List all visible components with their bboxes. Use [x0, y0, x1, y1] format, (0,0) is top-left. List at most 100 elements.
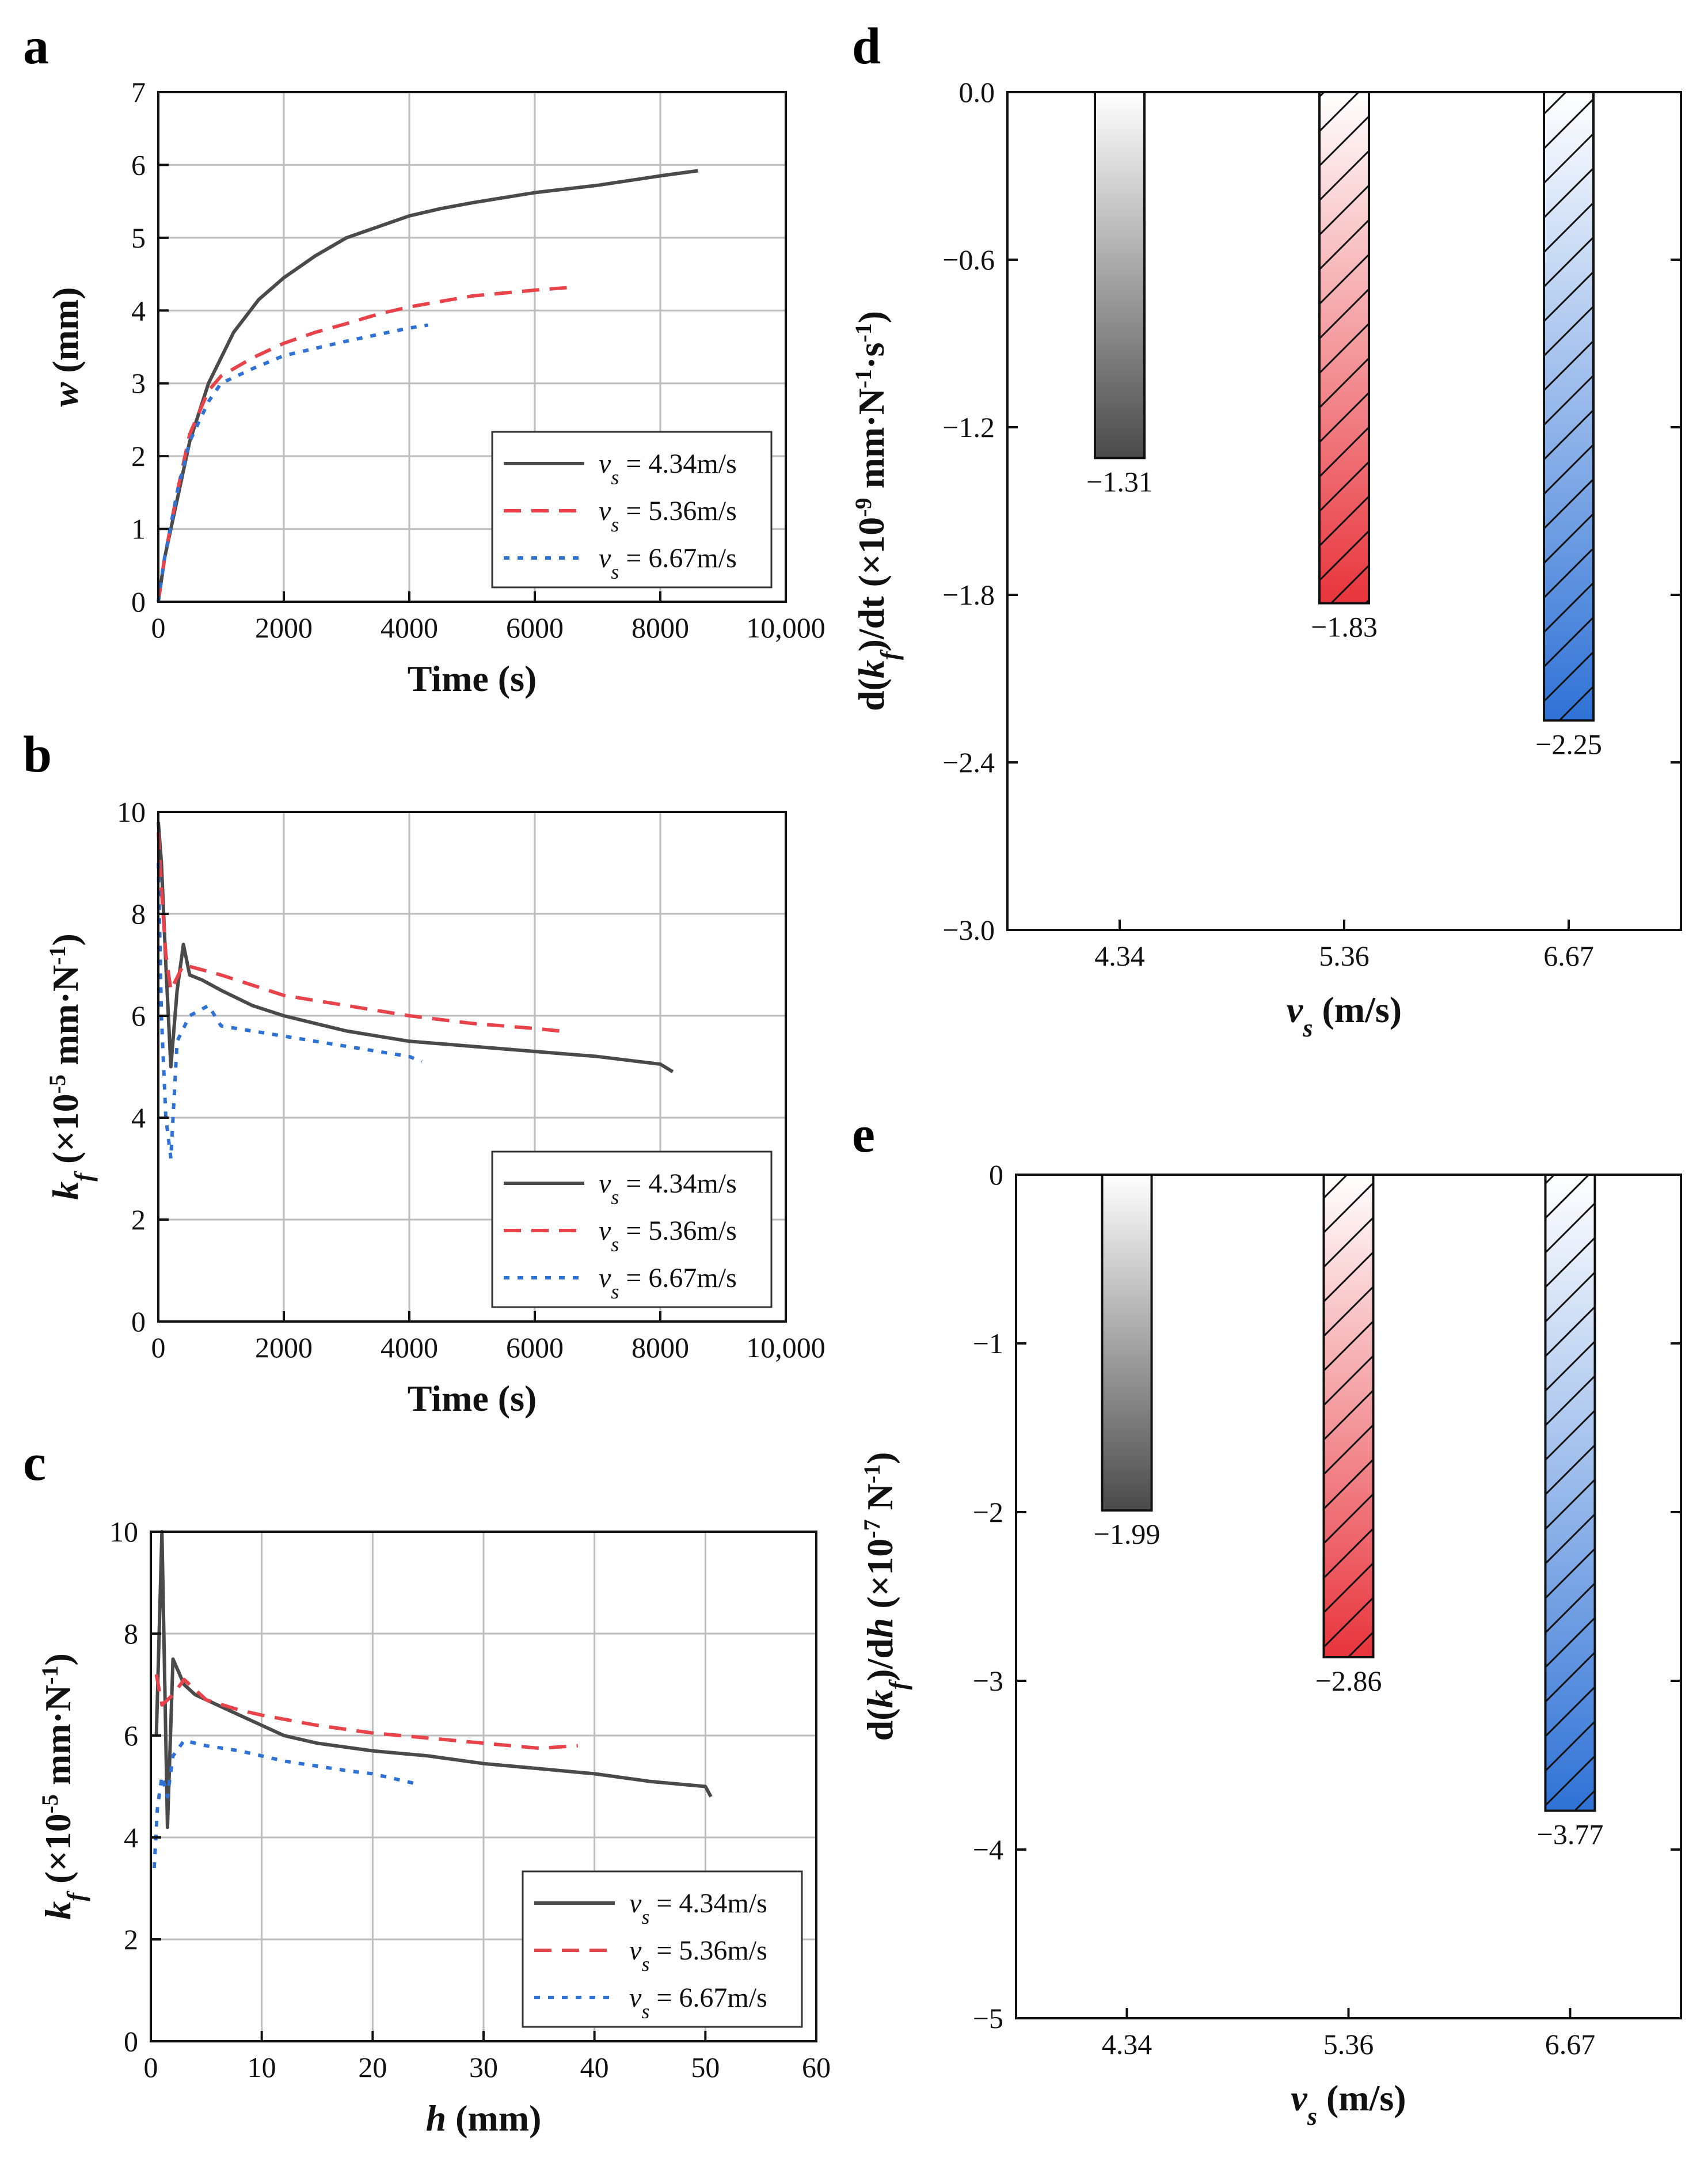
panel-a-x-axis-title: Time (s) — [408, 658, 537, 699]
panel-c-y-unit2: mm·N — [37, 1685, 78, 1794]
panel-a-y-tick-label: 2 — [131, 440, 146, 472]
legend-v-symbol: v — [629, 1935, 642, 1966]
panel-a-series — [157, 169, 698, 602]
legend-value: = 5.36m/s — [649, 1935, 767, 1966]
panel-a-plot-frame — [157, 91, 787, 603]
legend-value: = 5.36m/s — [619, 496, 736, 526]
panel-b-series-line-2 — [157, 832, 560, 1033]
panel-e-bar-1 — [1102, 1175, 1152, 1511]
panel-letter-c: c — [23, 1434, 46, 1491]
legend-value: = 4.34m/s — [619, 1168, 736, 1199]
panel-b-x-tick-label: 0 — [151, 1331, 166, 1364]
panel-b-legend-label-3: vs = 6.67m/s — [599, 1263, 737, 1303]
panel-e-bar-value-label-2: −2.86 — [1315, 1665, 1382, 1697]
panel-letter-a: a — [23, 18, 49, 75]
panel-b-y-close: ) — [45, 933, 86, 945]
panel-d-bar-value-label-2: −1.83 — [1311, 611, 1378, 643]
panel-d-y-tick-label: −1.8 — [942, 579, 995, 611]
panel-c-y-exp: -5 — [37, 1794, 63, 1813]
panel-b-y-tick-label: 0 — [131, 1305, 146, 1338]
panel-c-x-tick-label: 40 — [580, 2051, 609, 2083]
panel-e-y-tick-label: −2 — [973, 1496, 1003, 1528]
panel-a-series-line-3 — [157, 323, 429, 602]
panel-b-legend: vs = 4.34m/svs = 5.36m/svs = 6.67m/s — [491, 1150, 773, 1308]
panel-e-bar-value-label-1: −1.99 — [1094, 1518, 1161, 1550]
panel-e-y-close: ) — [859, 1452, 900, 1464]
panel-d-chart: −1.31 −1.83 −2.25 0.0 −0.6 −1.2 −1.8 −2.4 −3.0 4… — [850, 76, 1682, 1042]
panel-d-y-tick-label: 0.0 — [959, 76, 995, 108]
panel-e-x-sub: s — [1307, 2102, 1317, 2131]
panel-c-x-symbol: h — [426, 2098, 447, 2139]
panel-b-y-symbol: k — [45, 1182, 86, 1200]
panel-a-legend-label-1: vs = 4.34m/s — [599, 449, 737, 489]
panel-d-y-unit: mm·N — [851, 388, 892, 498]
panel-a-y-tick-label: 4 — [131, 294, 146, 326]
panel-a-y-axis-unit: (mm) — [45, 287, 86, 382]
panel-e-ticks: 0 −1 −2 −3 −4 −5 4.34 5.36 6.67 — [973, 1159, 1681, 2060]
panel-d-y-unit2: ·s — [851, 343, 892, 369]
panel-e-x-tick-label: 4.34 — [1102, 2028, 1152, 2060]
panel-d-x-tick-label: 4.34 — [1094, 940, 1145, 972]
panel-d-y-axis-title: d(kf)/dt (×10-9 mm·N-1·s-1) — [850, 311, 904, 711]
panel-c-series-line-2 — [154, 1674, 578, 1750]
panel-b-y-unit: (×10 — [45, 1093, 86, 1173]
legend-v-sub: s — [611, 1186, 619, 1209]
panel-c-y-tick-label: 6 — [124, 1719, 138, 1752]
panel-e-y-pre: d( — [859, 1708, 900, 1741]
panel-e-y-exp2: -1 — [859, 1464, 885, 1483]
panel-a-x-tick-label: 6000 — [506, 612, 564, 644]
panel-b-series — [157, 822, 674, 1160]
panel-e-y-axis-title: d(kf)/dh (×10-7 N-1) — [859, 1452, 912, 1741]
panel-letter-b: b — [23, 726, 52, 783]
panel-c-legend: vs = 4.34m/svs = 5.36m/svs = 6.67m/s — [522, 1870, 803, 2028]
panel-c-y-sub: f — [62, 1890, 90, 1901]
panel-e-x-tick-label: 6.67 — [1545, 2028, 1596, 2060]
panel-a-y-tick-label: 0 — [131, 586, 146, 618]
panel-c-y-tick-label: 4 — [124, 1821, 138, 1854]
panel-d-y-tick-label: −3.0 — [942, 914, 995, 946]
panel-a-y-axis-title: w (mm) — [45, 287, 86, 407]
panel-a-x-tick-label: 0 — [151, 612, 166, 644]
panel-b-legend-label-1: vs = 4.34m/s — [599, 1168, 737, 1209]
panel-e-y-unit: (×10 — [859, 1539, 900, 1618]
panel-b-y-tick-label: 6 — [131, 1000, 146, 1032]
legend-value: = 6.67m/s — [619, 1263, 736, 1293]
panel-d-y-mid: )/dt (×10 — [851, 517, 892, 652]
panel-b-y-tick-label: 4 — [131, 1102, 146, 1134]
panel-b-y-exp: -5 — [44, 1074, 70, 1093]
panel-c-y-unit: (×10 — [37, 1813, 78, 1893]
panel-d-x-tick-label: 5.36 — [1319, 940, 1370, 972]
panel-e-x-symbol: v — [1291, 2078, 1307, 2118]
legend-v-symbol: v — [599, 496, 611, 526]
legend-value: = 6.67m/s — [649, 1983, 767, 2013]
panel-d-bar-1 — [1095, 92, 1144, 458]
panel-c-y-close: ) — [37, 1653, 78, 1665]
panel-c-x-tick-label: 10 — [248, 2051, 276, 2083]
panel-b-x-tick-label: 2000 — [255, 1331, 313, 1364]
legend-v-sub: s — [641, 1953, 649, 1976]
legend-value: = 4.34m/s — [649, 1888, 767, 1919]
panel-b-series-line-3 — [157, 863, 423, 1160]
panel-c-series — [152, 1530, 713, 1869]
panel-b-y-axis-title: kf (×10-5 mm·N-1) — [44, 933, 98, 1200]
panel-d-y-close: ) — [851, 311, 892, 323]
panel-d-x-symbol: v — [1287, 989, 1303, 1030]
panel-b-x-tick-label: 10,000 — [746, 1331, 826, 1364]
panel-c-y-tick-label: 8 — [124, 1617, 138, 1650]
panel-b-x-axis-title: Time (s) — [408, 1378, 537, 1419]
panel-b-y-sub: f — [70, 1171, 98, 1182]
panel-a-y-axis-symbol: w — [45, 382, 86, 407]
panel-c-y-axis-title: kf (×10-5 mm·N-1) — [37, 1653, 90, 1920]
panel-b-x-tick-label: 6000 — [506, 1331, 564, 1364]
legend-v-sub: s — [611, 466, 619, 489]
panel-d-y-tick-label: −2.4 — [942, 746, 995, 779]
panel-e-y-tick-label: −5 — [973, 2002, 1003, 2034]
panel-e-y-tick-label: −3 — [973, 1665, 1003, 1697]
panel-b-y-tick-label: 2 — [131, 1203, 146, 1236]
panel-c-x-tick-label: 20 — [358, 2051, 387, 2083]
panel-a-y-tick-label: 3 — [131, 367, 146, 400]
legend-v-symbol: v — [599, 543, 611, 574]
